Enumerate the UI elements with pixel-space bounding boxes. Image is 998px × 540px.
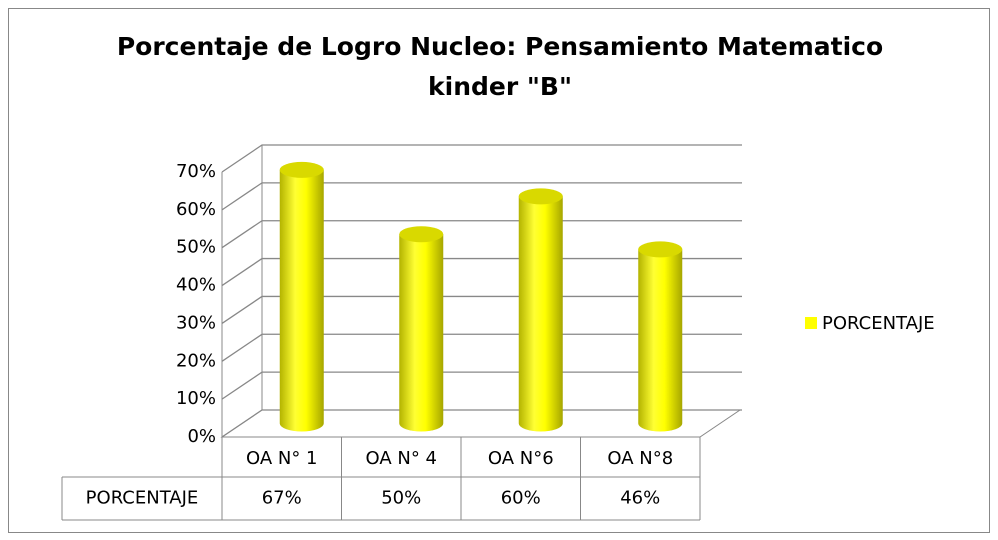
chart-title: kinder "B" bbox=[428, 72, 572, 101]
y-tick-label: 60% bbox=[176, 199, 216, 220]
y-tick-label: 0% bbox=[187, 426, 216, 447]
grid-line bbox=[221, 295, 742, 324]
grid-line bbox=[221, 257, 742, 287]
data-label: 60% bbox=[501, 488, 541, 509]
data-table-row-header: PORCENTAJE bbox=[86, 488, 199, 509]
grid-line bbox=[221, 144, 742, 173]
grid-line bbox=[221, 220, 742, 249]
y-tick-label: 30% bbox=[176, 312, 216, 333]
y-tick-label: 10% bbox=[176, 388, 216, 409]
chart-title: Porcentaje de Logro Nucleo: Pensamiento … bbox=[117, 32, 883, 61]
bar bbox=[518, 196, 563, 432]
bar-top bbox=[399, 226, 444, 243]
y-tick-label: 50% bbox=[176, 237, 216, 258]
data-label: 46% bbox=[620, 488, 660, 509]
bar-top bbox=[279, 161, 324, 178]
chart-frame bbox=[8, 8, 990, 533]
data-table-grid bbox=[61, 437, 701, 521]
x-tick-label: OA N° 4 bbox=[365, 448, 437, 469]
y-tick-label: 20% bbox=[176, 350, 216, 371]
legend-label: PORCENTAJE bbox=[822, 313, 935, 334]
y-tick-label: 40% bbox=[176, 275, 216, 296]
grid-line bbox=[221, 371, 742, 400]
bar bbox=[399, 234, 444, 432]
y-tick-label: 70% bbox=[176, 161, 216, 182]
bar bbox=[638, 249, 683, 432]
data-label: 67% bbox=[262, 488, 302, 509]
data-label: 50% bbox=[381, 488, 421, 509]
legend-swatch bbox=[805, 317, 817, 329]
bar-top bbox=[518, 188, 563, 205]
grid-line bbox=[221, 409, 742, 438]
grid-line bbox=[221, 333, 742, 362]
x-tick-label: OA N° 1 bbox=[246, 448, 318, 469]
bar-top bbox=[638, 241, 683, 258]
x-tick-label: OA N°6 bbox=[488, 448, 554, 469]
bar bbox=[279, 169, 324, 432]
x-tick-label: OA N°8 bbox=[607, 448, 673, 469]
grid-line bbox=[221, 182, 742, 211]
